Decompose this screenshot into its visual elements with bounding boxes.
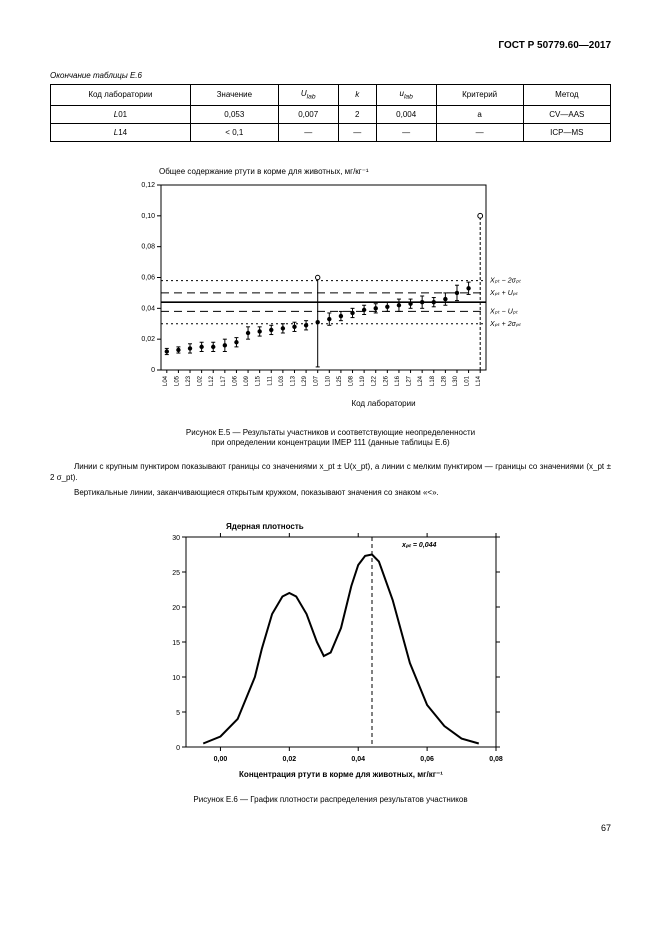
svg-text:L06: L06 — [232, 375, 238, 386]
table-e6-caption: Окончание таблицы Е.6 — [50, 71, 611, 80]
svg-text:Общее содержание ртути в корме: Общее содержание ртути в корме для живот… — [159, 167, 369, 176]
svg-text:15: 15 — [172, 640, 180, 647]
svg-text:L19: L19 — [360, 375, 366, 386]
svg-text:xₚₜ = 0,044: xₚₜ = 0,044 — [401, 542, 437, 549]
table-row: L010,0530,00720,004aCV—AAS — [51, 105, 611, 123]
svg-text:L13: L13 — [290, 375, 296, 386]
svg-text:0: 0 — [176, 745, 180, 752]
svg-text:Xₚₜ + Uₚₜ: Xₚₜ + Uₚₜ — [489, 290, 519, 297]
svg-text:L29: L29 — [302, 375, 308, 386]
svg-text:0,04: 0,04 — [351, 756, 365, 763]
table-cell: < 0,1 — [190, 123, 278, 141]
svg-text:L08: L08 — [348, 375, 354, 386]
svg-text:L16: L16 — [394, 375, 400, 386]
svg-text:30: 30 — [172, 535, 180, 542]
table-col-header: Код лаборатории — [51, 85, 191, 106]
svg-text:0,08: 0,08 — [489, 756, 503, 763]
svg-text:0,10: 0,10 — [141, 212, 155, 219]
svg-text:L12: L12 — [209, 375, 215, 386]
table-cell: 0,004 — [376, 105, 436, 123]
svg-text:L05: L05 — [174, 375, 180, 386]
table-cell: a — [436, 105, 523, 123]
svg-text:L03: L03 — [278, 375, 284, 386]
svg-text:Xₚₜ + 2σₚₜ: Xₚₜ + 2σₚₜ — [489, 320, 522, 327]
table-e6: Код лабораторииЗначениеUlabkulabКритерий… — [50, 84, 611, 142]
svg-text:L26: L26 — [383, 375, 389, 386]
svg-text:20: 20 — [172, 605, 180, 612]
svg-text:5: 5 — [176, 710, 180, 717]
table-cell: — — [278, 123, 338, 141]
svg-text:L23: L23 — [186, 375, 192, 386]
table-cell: 2 — [338, 105, 376, 123]
svg-text:L15: L15 — [255, 375, 261, 386]
svg-text:L18: L18 — [429, 375, 435, 386]
svg-text:0,06: 0,06 — [141, 274, 155, 281]
table-cell: — — [338, 123, 376, 141]
svg-text:0,08: 0,08 — [141, 243, 155, 250]
table-cell: L14 — [51, 123, 191, 141]
svg-text:Концентрация ртути в корме для: Концентрация ртути в корме для животных,… — [239, 770, 443, 779]
svg-text:0,06: 0,06 — [420, 756, 434, 763]
figure-e6: Ядерная плотность 0 5 10 15 20 25 30 0,00 0,02 0,0… — [50, 517, 611, 787]
figure-e6-caption: Рисунок Е.6 — График плотности распредел… — [50, 795, 611, 805]
svg-text:0,00: 0,00 — [213, 756, 227, 763]
figure-e5: Общее содержание ртути в корме для живот… — [50, 160, 611, 420]
svg-text:Xₚₜ − Uₚₜ: Xₚₜ − Uₚₜ — [489, 308, 519, 315]
svg-text:0,02: 0,02 — [282, 756, 296, 763]
table-cell: 0,053 — [190, 105, 278, 123]
table-row: L14< 0,1————ICP—MS — [51, 123, 611, 141]
svg-text:L02: L02 — [197, 375, 203, 386]
table-col-header: Метод — [523, 85, 610, 106]
svg-text:Ядерная плотность: Ядерная плотность — [226, 522, 304, 531]
table-cell: L01 — [51, 105, 191, 123]
page-number: 67 — [50, 823, 611, 833]
table-cell: — — [376, 123, 436, 141]
svg-text:L17: L17 — [220, 375, 226, 386]
table-cell: CV—AAS — [523, 105, 610, 123]
table-col-header: Значение — [190, 85, 278, 106]
svg-text:0,12: 0,12 — [141, 182, 155, 189]
svg-text:L30: L30 — [452, 375, 458, 386]
svg-text:L28: L28 — [441, 375, 447, 386]
svg-text:L25: L25 — [336, 375, 342, 386]
table-col-header: Критерий — [436, 85, 523, 106]
svg-text:0: 0 — [151, 367, 155, 374]
svg-text:0,02: 0,02 — [141, 336, 155, 343]
svg-text:Xₚₜ − 2σₚₜ: Xₚₜ − 2σₚₜ — [489, 277, 522, 284]
svg-text:L01: L01 — [464, 375, 470, 386]
svg-text:L11: L11 — [267, 375, 273, 385]
svg-text:L07: L07 — [313, 375, 319, 386]
table-cell: ICP—MS — [523, 123, 610, 141]
svg-text:L14: L14 — [476, 375, 482, 386]
svg-text:L09: L09 — [244, 375, 250, 386]
svg-text:0,04: 0,04 — [141, 305, 155, 312]
svg-text:10: 10 — [172, 675, 180, 682]
table-col-header: Ulab — [278, 85, 338, 106]
table-col-header: k — [338, 85, 376, 106]
table-col-header: ulab — [376, 85, 436, 106]
figure-e5-caption: Рисунок Е.5 — Результаты участников и со… — [50, 428, 611, 449]
svg-text:L27: L27 — [406, 375, 412, 386]
svg-text:25: 25 — [172, 570, 180, 577]
svg-text:Код лаборатории: Код лаборатории — [351, 399, 415, 408]
svg-text:L04: L04 — [162, 375, 168, 386]
svg-text:L24: L24 — [418, 375, 424, 386]
table-cell: — — [436, 123, 523, 141]
document-id: ГОСТ Р 50779.60—2017 — [50, 40, 611, 51]
explanatory-paragraph-2: Вертикальные линии, заканчивающиеся откр… — [50, 488, 611, 499]
table-cell: 0,007 — [278, 105, 338, 123]
svg-text:L10: L10 — [325, 375, 331, 386]
explanatory-paragraph-1: Линии с крупным пунктиром показывают гра… — [50, 462, 611, 484]
svg-text:L22: L22 — [371, 375, 377, 386]
